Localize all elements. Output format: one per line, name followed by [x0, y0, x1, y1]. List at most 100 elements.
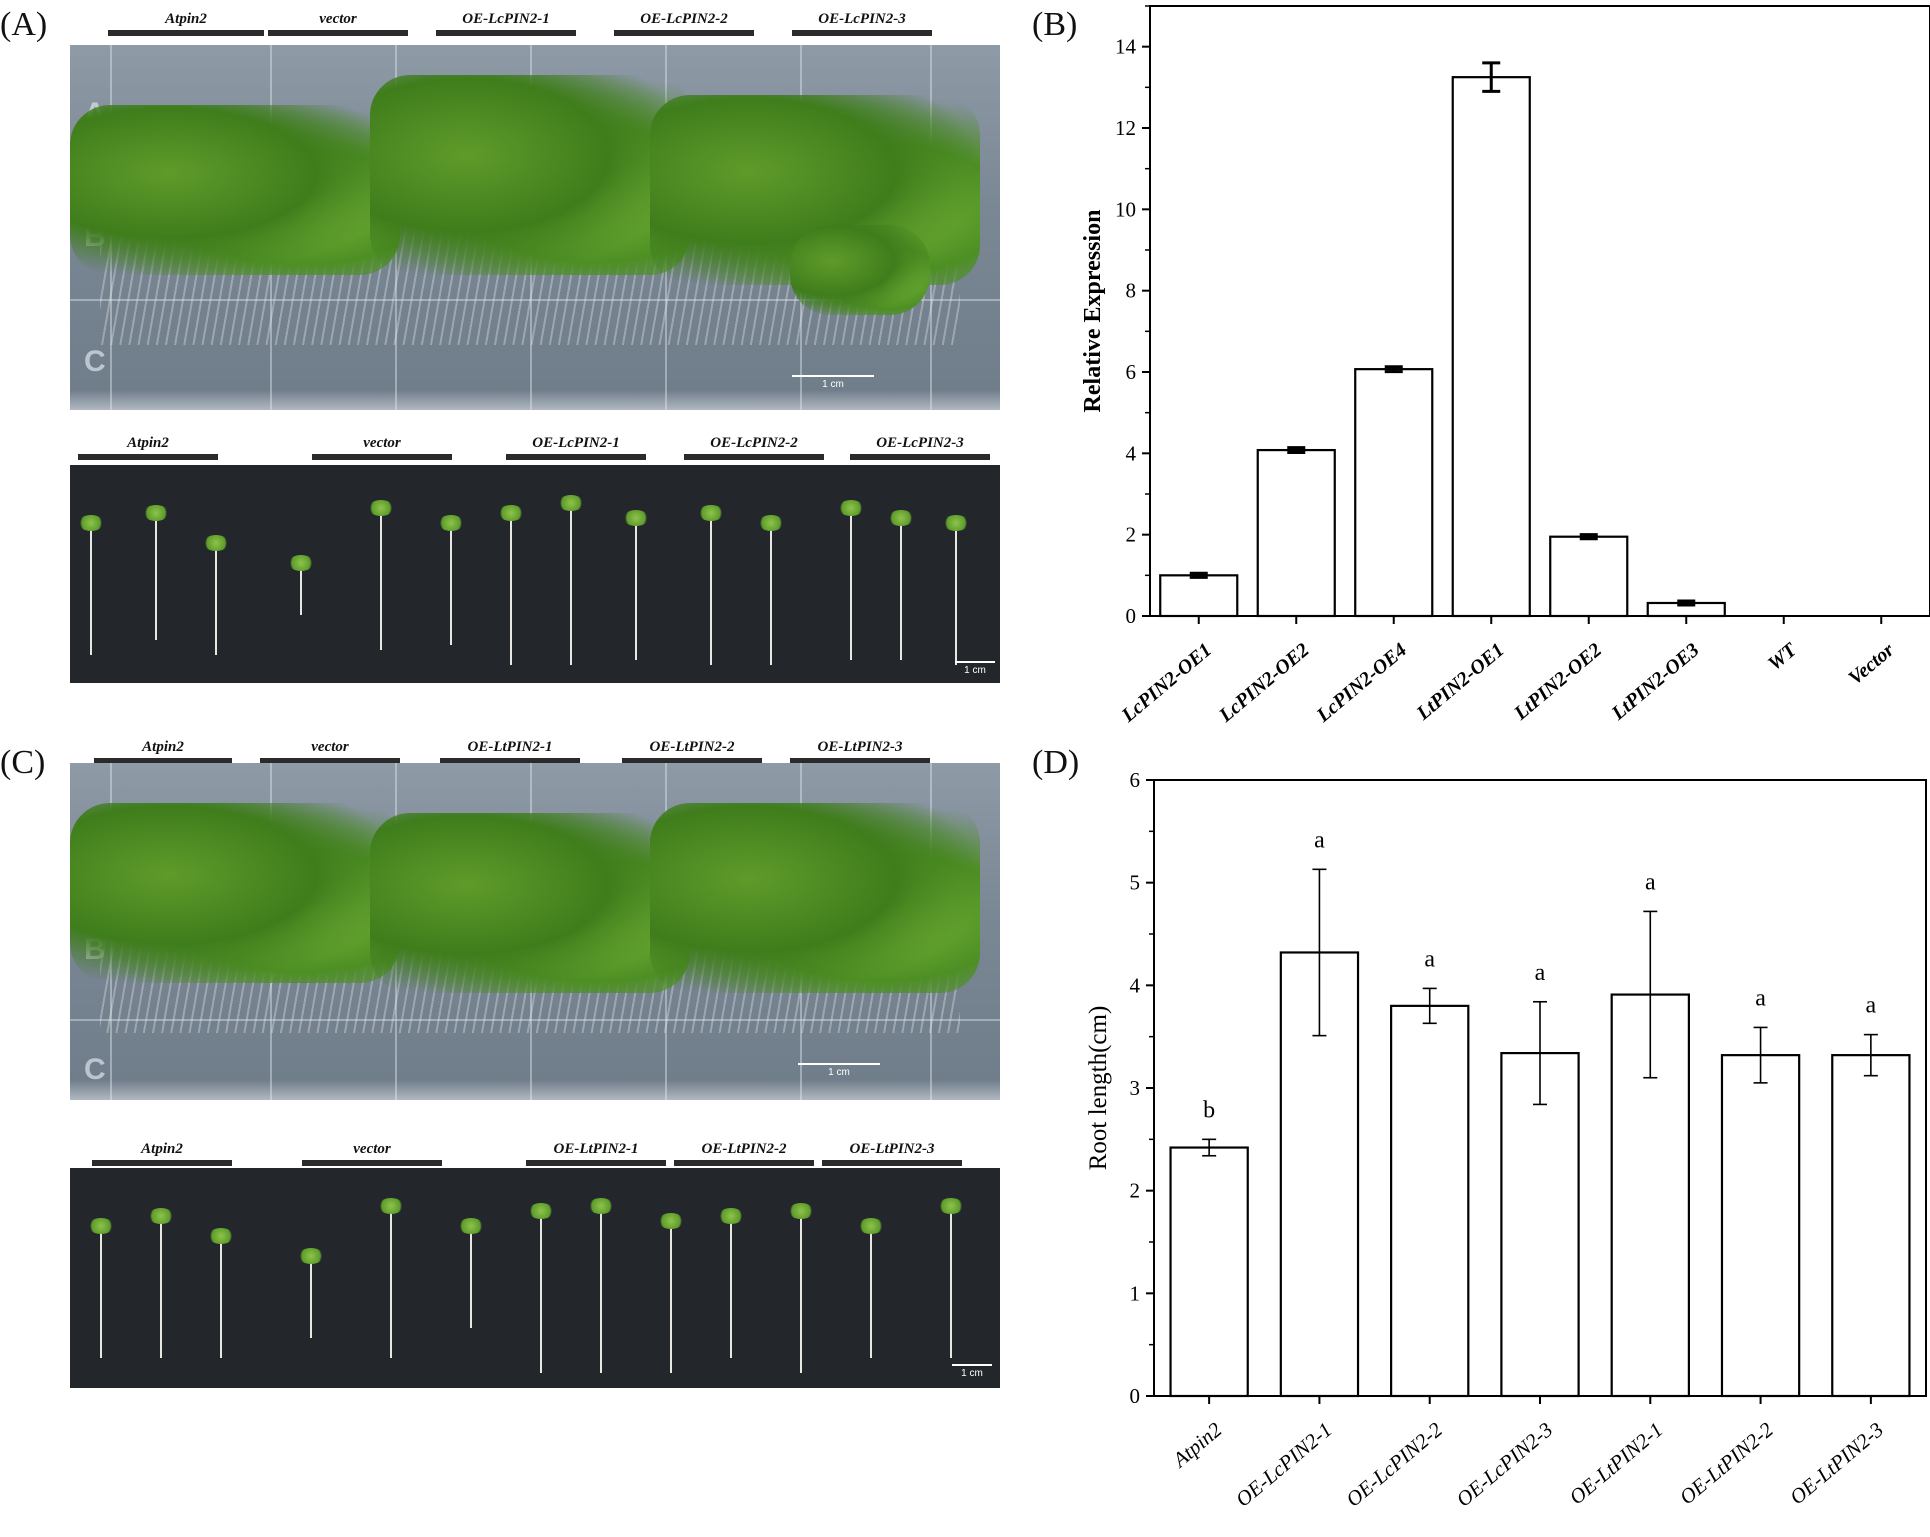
root-length-chart: 0 1 2 3 4 5 6 Root length(cm) b Atpin2 a OE-LcPIN2-…	[1085, 768, 1927, 1512]
seedling	[143, 505, 169, 640]
seedling	[148, 1208, 174, 1358]
group-label: OE-LcPIN2-2	[614, 10, 754, 36]
bar	[1720, 1054, 1801, 1398]
seedling-cluster	[70, 803, 400, 983]
seedling	[788, 1203, 814, 1373]
scale-bar-label: 1 cm	[964, 665, 986, 676]
x-tick-label: OE-LcPIN2-3	[1452, 1417, 1558, 1511]
seedling	[288, 555, 314, 615]
y-tick-label: 8	[1126, 279, 1137, 303]
y-tick-label: 6	[1130, 768, 1141, 792]
plate-letter: C	[84, 1053, 106, 1086]
bar	[1354, 368, 1434, 618]
y-tick-label: 14	[1115, 35, 1137, 59]
genotype-label: OE-LcPIN2-2	[710, 435, 798, 451]
label-bar	[260, 758, 400, 764]
significance-letter: a	[1314, 827, 1325, 853]
genotype-label: OE-LcPIN2-3	[876, 435, 964, 451]
group-label: OE-LtPIN2-2	[622, 738, 762, 764]
scale-bar: 1 cm	[952, 1364, 992, 1379]
seedling	[858, 1218, 884, 1358]
group-label: vector	[302, 1140, 442, 1166]
panel-c-plate-photo: A B C 1 cm	[70, 763, 1000, 1100]
scale-bar: 1 cm	[955, 661, 995, 676]
label-bar	[108, 30, 264, 36]
genotype-label: OE-LtPIN2-2	[701, 1141, 787, 1157]
group-label: vector	[260, 738, 400, 764]
label-bar	[302, 1160, 442, 1166]
scale-bar-line	[798, 1063, 880, 1065]
label-bar	[674, 1160, 814, 1166]
scale-bar-line	[792, 375, 874, 377]
seedling	[658, 1213, 684, 1373]
seedling	[888, 510, 914, 660]
group-label: OE-LtPIN2-2	[674, 1140, 814, 1166]
x-tick-label: LcPIN2-OE2	[1214, 639, 1313, 727]
significance-letter: a	[1866, 993, 1877, 1019]
group-label: Atpin2	[108, 10, 264, 36]
seedling-cluster	[370, 813, 690, 993]
genotype-label: OE-LcPIN2-1	[532, 435, 620, 451]
significance-letter: a	[1424, 946, 1435, 972]
seedling	[78, 515, 104, 655]
y-axis-label: Relative Expression	[1080, 210, 1106, 413]
x-tick-label: LcPIN2-OE1	[1117, 639, 1216, 727]
significance-letter: a	[1535, 960, 1546, 986]
genotype-label: OE-LtPIN2-3	[817, 739, 903, 755]
expression-chart: 0 2 4 6 8 10 12 14 Relative Expression LcPIN2-OE1…	[1080, 5, 1930, 727]
plate-grid-line	[70, 299, 1000, 301]
scale-bar-label: 1 cm	[822, 379, 844, 390]
genotype-label: OE-LtPIN2-1	[467, 739, 553, 755]
genotype-label: vector	[353, 1141, 391, 1157]
panel-letter-c: (C)	[0, 744, 46, 781]
group-label: Atpin2	[92, 1140, 232, 1166]
y-axis-label: Root length(cm)	[1085, 1006, 1112, 1171]
x-tick-label: OE-LtPIN2-3	[1785, 1417, 1888, 1509]
label-bar	[312, 454, 452, 460]
x-tick-label: OE-LcPIN2-1	[1231, 1417, 1337, 1511]
seedling	[203, 535, 229, 655]
panel-letter-d: (D)	[1032, 744, 1080, 781]
y-tick-label: 2	[1130, 1179, 1141, 1203]
label-bar	[506, 454, 646, 460]
y-tick-label: 4	[1126, 441, 1137, 465]
x-tick-label: LcPIN2-OE4	[1312, 639, 1411, 727]
group-label: vector	[268, 10, 408, 36]
group-label: Atpin2	[94, 738, 232, 764]
genotype-label: OE-LcPIN2-1	[462, 11, 550, 27]
bar	[1451, 76, 1531, 618]
genotype-label: Atpin2	[165, 11, 207, 27]
panel-a-plate-photo: A B C 1 cm	[70, 45, 1000, 410]
label-bar	[622, 758, 762, 764]
x-tick-label: LtPIN2-OE3	[1607, 639, 1704, 725]
genotype-label: vector	[311, 739, 349, 755]
y-tick-label: 4	[1130, 973, 1141, 997]
panel-a-seedlings-photo: 1 cm	[70, 465, 1000, 683]
y-tick-label: 12	[1115, 116, 1136, 140]
y-tick-label: 10	[1115, 197, 1136, 221]
label-bar	[850, 454, 990, 460]
seedling	[623, 510, 649, 660]
seedling	[943, 515, 969, 665]
x-tick-label: Vector	[1844, 639, 1898, 690]
seedling	[498, 505, 524, 665]
x-tick-label: OE-LtPIN2-2	[1675, 1417, 1778, 1509]
scale-bar: 1 cm	[798, 1063, 880, 1078]
scale-bar-label: 1 cm	[828, 1067, 850, 1078]
seedling-cluster	[370, 75, 690, 275]
plate-grid-line	[70, 1019, 1000, 1021]
group-label: vector	[312, 434, 452, 460]
group-label: OE-LtPIN2-1	[440, 738, 580, 764]
genotype-label: OE-LcPIN2-3	[818, 11, 906, 27]
y-tick-label: 2	[1126, 523, 1137, 547]
bar	[1169, 1146, 1249, 1398]
seedling	[208, 1228, 234, 1358]
label-bar	[436, 30, 576, 36]
label-bar	[792, 30, 932, 36]
x-tick-label: LtPIN2-OE2	[1509, 639, 1606, 725]
bar	[1159, 574, 1239, 618]
seedling	[838, 500, 864, 660]
group-label: OE-LtPIN2-1	[526, 1140, 666, 1166]
x-tick-label: LtPIN2-OE1	[1412, 639, 1509, 725]
scale-bar-line	[955, 661, 995, 663]
